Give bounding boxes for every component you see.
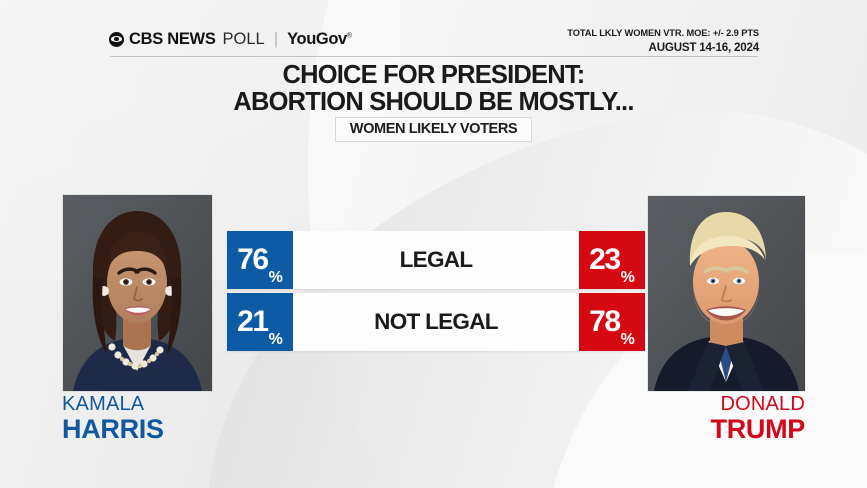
percent-sign-icon: % [268,269,283,286]
result-number-left: 76 [237,243,269,276]
candidate-first-name-right: DONALD [720,393,805,415]
donald-trump-portrait [648,196,805,391]
result-number-right: 23 [589,243,621,276]
moe-text: TOTAL LKLY WOMEN VTR. MOE: +/- 2.9 PTS [567,28,759,38]
page-title-line2: ABORTION SHOULD BE MOSTLY... [233,88,634,116]
table-row: 76% LEGAL 23% [227,231,645,289]
candidate-name-left: KAMALA HARRIS [62,393,164,443]
candidate-first-name-left: KAMALA [62,393,145,415]
percent-sign-icon: % [620,269,635,286]
result-number-left: 21 [237,305,269,338]
kamala-harris-portrait [63,195,212,391]
percent-sign-icon: % [620,331,635,348]
partner-name: YouGov® [287,29,352,49]
candidate-last-name-left: HARRIS [62,414,164,444]
table-row: 21% NOT LEGAL 78% [227,293,645,351]
candidate-last-name-right: TRUMP [710,414,806,444]
results-table: 76% LEGAL 23% 21% NOT LEGAL 78% [227,231,645,351]
candidate-photo-right [648,196,805,391]
registered-mark-icon: ® [346,32,352,39]
subtitle-wrap: WOMEN LIKELY VOTERS [0,117,867,142]
result-number-right: 78 [589,305,621,338]
title-block: CHOICE FOR PRESIDENT: ABORTION SHOULD BE… [0,62,867,116]
subtitle-badge: WOMEN LIKELY VOTERS [334,117,533,142]
header: CBS NEWS POLL | YouGov® TOTAL LKLY WOMEN… [0,0,867,60]
brand-divider: | [273,29,279,48]
candidate-photo-left [63,195,212,391]
poll-date: AUGUST 14-16, 2024 [648,41,760,54]
brand-poll-label: POLL [222,29,265,48]
result-value-left: 76% [227,231,293,289]
result-row-label: LEGAL [399,247,473,272]
brand-name: CBS NEWS [129,29,216,48]
result-value-left: 21% [227,293,293,351]
cbs-eye-icon [109,31,124,47]
result-row-label: NOT LEGAL [374,309,498,334]
partner-label: YouGov [287,29,347,48]
percent-sign-icon: % [268,331,283,348]
page-title-line1: CHOICE FOR PRESIDENT: [282,61,586,89]
brand-bar: CBS NEWS POLL | YouGov® [109,29,352,49]
candidate-name-right: DONALD TRUMP [711,393,806,443]
header-divider-rule [110,56,758,57]
result-value-right: 78% [579,293,645,351]
moe-block: TOTAL LKLY WOMEN VTR. MOE: +/- 2.9 PTS A… [567,27,759,55]
result-value-right: 23% [579,231,645,289]
